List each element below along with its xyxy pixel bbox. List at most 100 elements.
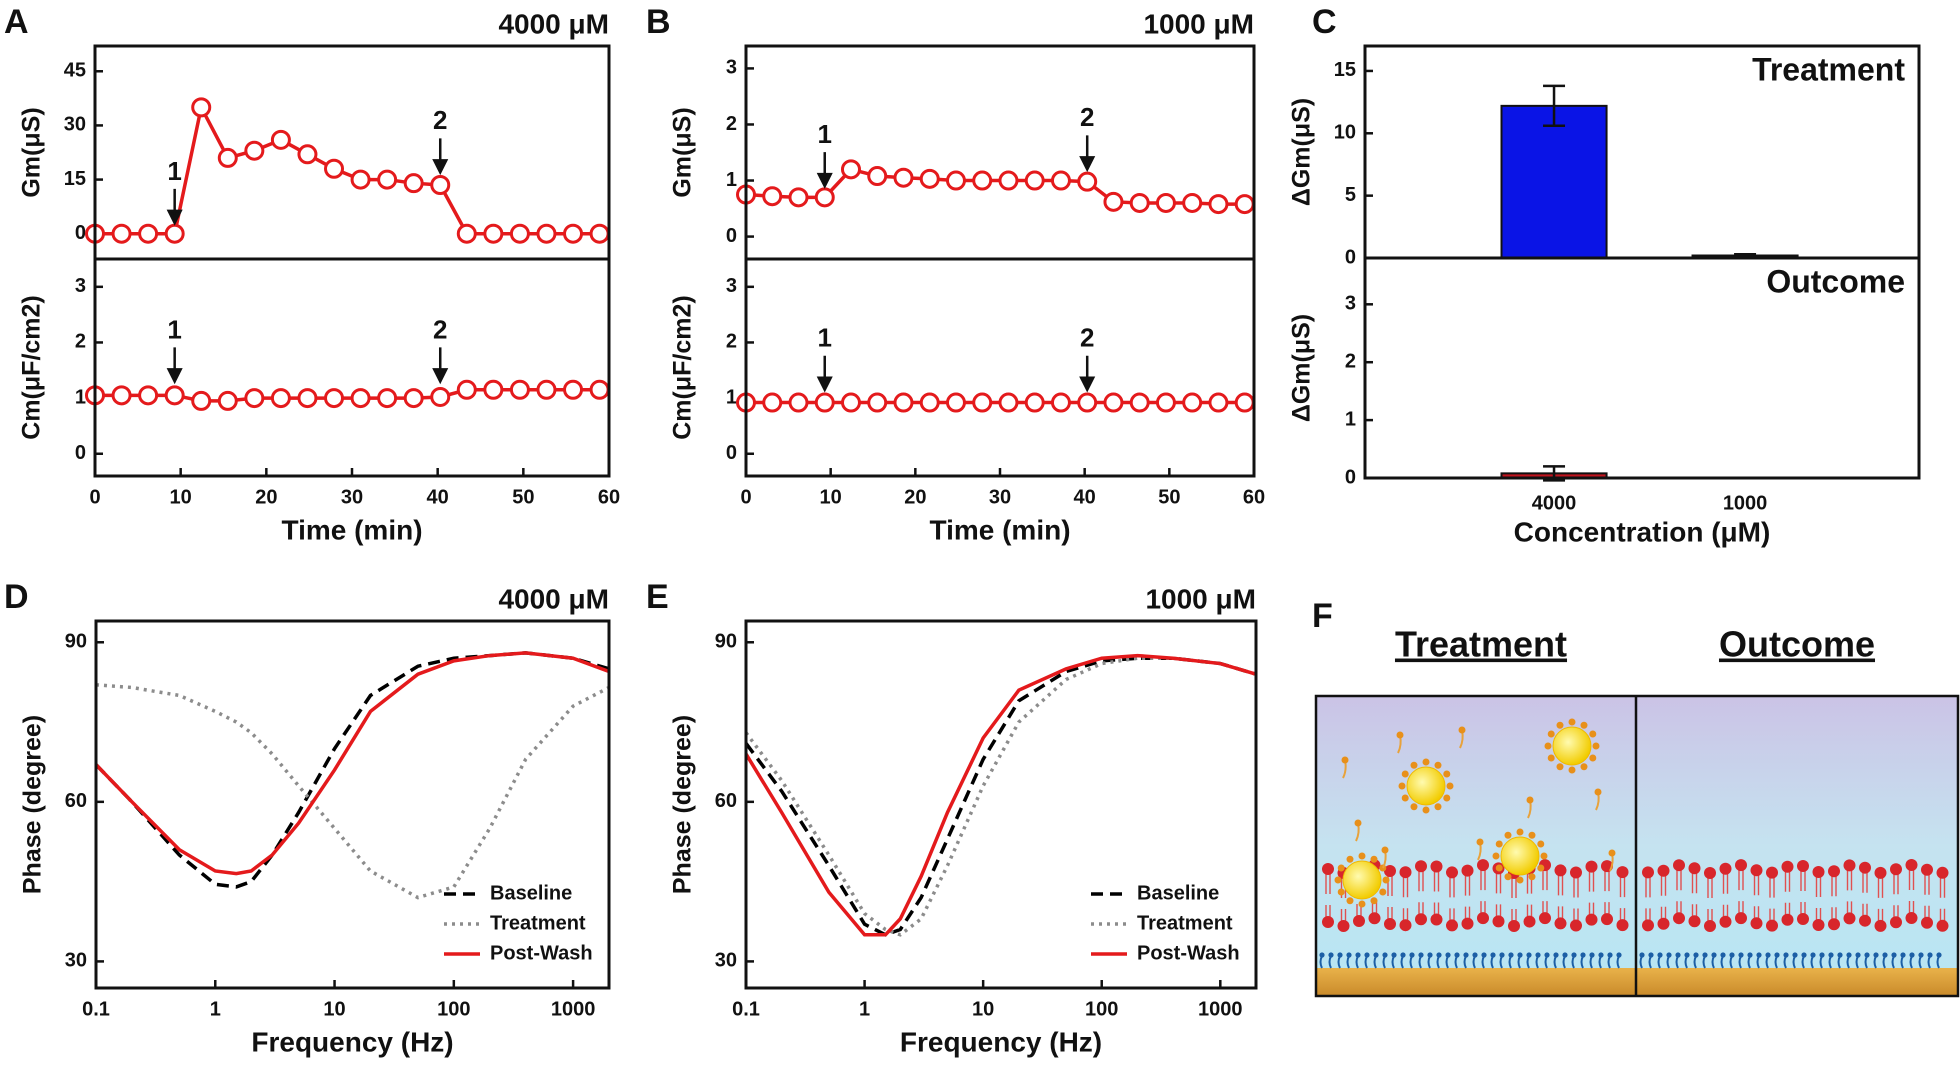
marker bbox=[1208, 194, 1229, 215]
lipid-head bbox=[1921, 863, 1933, 876]
marker bbox=[1182, 392, 1203, 413]
tether-head bbox=[1418, 952, 1424, 958]
lipid-head bbox=[1766, 919, 1778, 932]
marker bbox=[1103, 392, 1124, 413]
annotation-label: 1 bbox=[167, 314, 181, 344]
y-tick-label: 30 bbox=[65, 950, 87, 972]
np-ligand bbox=[1568, 718, 1576, 726]
np-ligand bbox=[1422, 758, 1430, 766]
tether-head bbox=[1765, 952, 1771, 958]
np-ligand bbox=[1516, 828, 1524, 836]
y-axis-label: ΔGm(μS) bbox=[1288, 314, 1316, 422]
lipid-head bbox=[1688, 862, 1701, 875]
lipid-tails bbox=[1402, 875, 1409, 923]
illustration-label: Treatment bbox=[1395, 624, 1567, 665]
tether-head bbox=[1454, 952, 1460, 958]
annotation-arrow bbox=[1079, 135, 1096, 173]
marker bbox=[1077, 171, 1098, 192]
marker bbox=[589, 223, 610, 244]
marker bbox=[1182, 192, 1203, 213]
marker bbox=[945, 392, 966, 413]
tether-head bbox=[1400, 952, 1406, 958]
np-ligand bbox=[1580, 763, 1588, 771]
tether-head bbox=[1526, 952, 1532, 958]
illustration: F Treatment Outcome bbox=[1312, 597, 1960, 998]
marker bbox=[893, 167, 914, 188]
lipid-head bbox=[1384, 864, 1396, 877]
annotation-label: 1 bbox=[167, 156, 181, 186]
free-ligand-head bbox=[1354, 819, 1362, 827]
lipid-tails bbox=[1800, 868, 1806, 916]
y-tick-label: 1 bbox=[1345, 408, 1356, 430]
np-ligand bbox=[1379, 888, 1387, 896]
axes-frame bbox=[94, 619, 611, 990]
marker bbox=[324, 158, 345, 179]
y-tick-label: 15 bbox=[1334, 59, 1356, 81]
np-ligand bbox=[1589, 754, 1597, 762]
lipid-tails bbox=[1464, 873, 1471, 921]
lipid-tails bbox=[1511, 875, 1517, 923]
annotation-label: 1 bbox=[818, 119, 832, 149]
marker bbox=[270, 388, 291, 409]
tether-head bbox=[1774, 952, 1780, 958]
np-ligand bbox=[1568, 766, 1576, 774]
marker bbox=[998, 170, 1019, 191]
marker bbox=[762, 392, 783, 413]
x-tick-label: 100 bbox=[1085, 998, 1118, 1020]
legend-label: Baseline bbox=[490, 882, 572, 904]
nanoparticle bbox=[1552, 726, 1592, 766]
y-tick-label: 60 bbox=[715, 790, 737, 812]
y-tick-label: 5 bbox=[1345, 184, 1356, 206]
np-ligand bbox=[1556, 721, 1564, 729]
tether-head bbox=[1346, 952, 1352, 958]
free-ligand-head bbox=[1341, 756, 1349, 764]
y-tick-label: 60 bbox=[65, 790, 87, 812]
tether-head bbox=[1927, 952, 1933, 958]
marker bbox=[483, 223, 504, 244]
y-axis-label: Phase (degree) bbox=[19, 715, 47, 894]
tether-head bbox=[1738, 952, 1744, 958]
np-ligand bbox=[1346, 897, 1354, 905]
y-tick-label: 10 bbox=[1334, 122, 1356, 144]
tether-head bbox=[1535, 952, 1541, 958]
tether-head bbox=[1571, 952, 1577, 958]
lipid-tails bbox=[1707, 875, 1713, 923]
lipid-head bbox=[1446, 866, 1458, 879]
marker bbox=[1155, 392, 1176, 413]
tether-head bbox=[1472, 952, 1478, 958]
panel-note: Treatment bbox=[1752, 51, 1905, 87]
x-tick-label: 1000 bbox=[1723, 492, 1768, 514]
tether-head bbox=[1855, 952, 1861, 958]
lipid-tails bbox=[1676, 868, 1682, 916]
lipid-head bbox=[1781, 860, 1794, 873]
lipid-head bbox=[1936, 866, 1949, 879]
free-ligand-head bbox=[1594, 788, 1602, 796]
tether-head bbox=[1711, 952, 1717, 958]
marker bbox=[919, 392, 940, 413]
lipid-head bbox=[1859, 861, 1871, 874]
lipid-head bbox=[1843, 859, 1856, 872]
marker bbox=[893, 392, 914, 413]
annotation-arrow bbox=[166, 347, 183, 385]
legend-label: Baseline bbox=[1137, 882, 1219, 904]
annotation-arrow bbox=[1079, 355, 1096, 393]
nanoparticle bbox=[1500, 836, 1540, 876]
annotation-label: 2 bbox=[433, 105, 447, 135]
np-ligand bbox=[1422, 806, 1430, 814]
x-axis-label: Time (min) bbox=[929, 514, 1070, 545]
lipid-tails bbox=[1619, 875, 1626, 923]
lipid-head bbox=[1353, 914, 1365, 927]
lipid-head bbox=[1843, 912, 1856, 925]
marker bbox=[762, 186, 783, 207]
marker bbox=[589, 379, 610, 400]
np-ligand bbox=[1401, 794, 1409, 802]
y-tick-label: 0 bbox=[75, 222, 86, 244]
marker bbox=[509, 223, 530, 244]
x-tick-label: 20 bbox=[904, 486, 926, 508]
lipid-head bbox=[1461, 864, 1474, 877]
tether-head bbox=[1756, 952, 1762, 958]
np-ligand bbox=[1398, 782, 1406, 790]
lipid-head bbox=[1601, 913, 1613, 926]
lipid-head bbox=[1554, 917, 1567, 930]
series-line bbox=[744, 653, 1257, 937]
